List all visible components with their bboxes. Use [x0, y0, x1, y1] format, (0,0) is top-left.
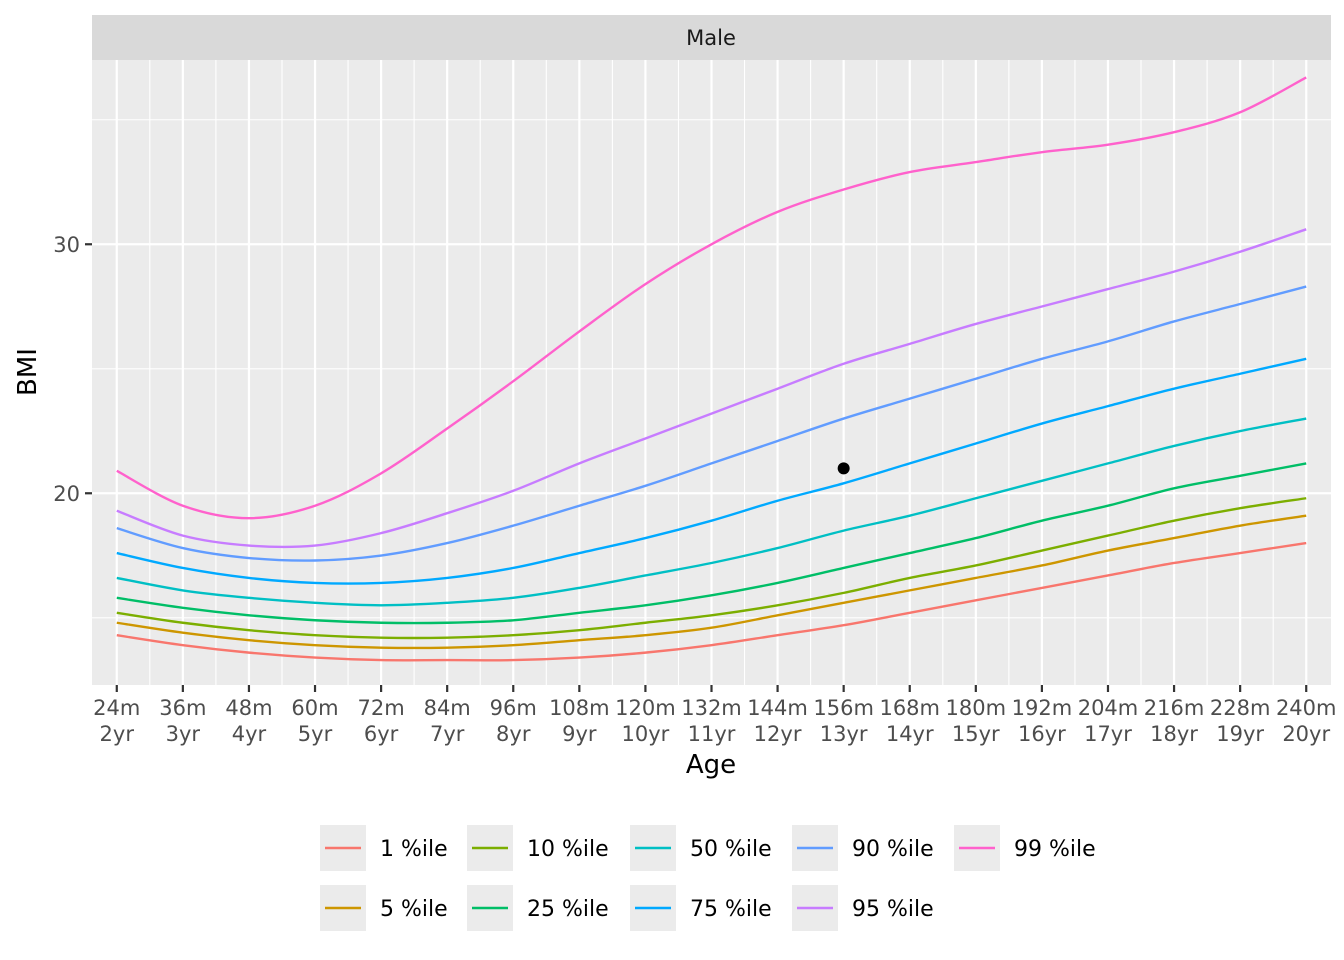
- y-tick-label: 30: [53, 233, 80, 257]
- minor-gridlines: [92, 60, 1331, 685]
- major-gridlines: [92, 60, 1331, 685]
- x-tick-label-years: 2yr: [100, 722, 135, 746]
- x-tick-label-months: 144m: [747, 696, 808, 720]
- legend-label: 75 %ile: [690, 897, 772, 922]
- x-tick-label-months: 228m: [1210, 696, 1271, 720]
- x-tick-label-months: 216m: [1144, 696, 1205, 720]
- x-tick-label-months: 48m: [225, 696, 272, 720]
- x-tick-label-months: 72m: [358, 696, 405, 720]
- x-tick-label-years: 12yr: [754, 722, 802, 746]
- x-tick-label-years: 19yr: [1216, 722, 1264, 746]
- legend-item-50-ile: 50 %ile: [630, 825, 772, 871]
- x-tick-label-years: 5yr: [298, 722, 333, 746]
- legend-label: 95 %ile: [852, 897, 934, 922]
- series-line-90-ile: [116, 285, 1307, 562]
- legend-label: 5 %ile: [380, 897, 448, 922]
- x-tick-label-years: 10yr: [622, 722, 670, 746]
- x-tick-label-months: 240m: [1276, 696, 1337, 720]
- series-line-10-ile: [116, 497, 1307, 640]
- x-tick-label-months: 204m: [1078, 696, 1139, 720]
- x-tick-label-years: 18yr: [1150, 722, 1198, 746]
- legend-label: 50 %ile: [690, 837, 772, 862]
- series-lines: [116, 76, 1307, 662]
- legend: 1 %ile 5 %ile 10 %ile 25 %ile 50 %ile 75 %ile…: [320, 825, 1096, 931]
- x-tick-label-years: 16yr: [1018, 722, 1066, 746]
- x-tick-label-months: 84m: [424, 696, 471, 720]
- x-tick-label-months: 192m: [1012, 696, 1073, 720]
- legend-item-95-ile: 95 %ile: [792, 885, 934, 931]
- x-tick-label-years: 3yr: [166, 722, 201, 746]
- x-tick-label-years: 20yr: [1282, 722, 1330, 746]
- y-tick-label: 20: [53, 482, 80, 506]
- series-line-95-ile: [116, 228, 1307, 549]
- series-line-25-ile: [116, 462, 1307, 625]
- x-tick-label-months: 180m: [946, 696, 1007, 720]
- x-tick-label-months: 60m: [291, 696, 338, 720]
- facet-label: Male: [686, 26, 736, 50]
- x-tick-label-years: 8yr: [496, 722, 531, 746]
- x-tick-label-years: 11yr: [688, 722, 736, 746]
- x-tick-label-months: 108m: [549, 696, 610, 720]
- legend-item-5-ile: 5 %ile: [320, 885, 448, 931]
- legend-item-90-ile: 90 %ile: [792, 825, 934, 871]
- legend-item-10-ile: 10 %ile: [467, 825, 609, 871]
- x-tick-label-months: 36m: [159, 696, 206, 720]
- x-axis-title: Age: [686, 750, 736, 780]
- x-tick-label-months: 24m: [93, 696, 140, 720]
- x-tick-label-months: 168m: [879, 696, 940, 720]
- x-tick-label-years: 7yr: [430, 722, 465, 746]
- x-tick-label-years: 6yr: [364, 722, 399, 746]
- data-point: [837, 462, 850, 475]
- legend-label: 10 %ile: [527, 837, 609, 862]
- legend-label: 99 %ile: [1014, 837, 1096, 862]
- legend-label: 25 %ile: [527, 897, 609, 922]
- x-tick-label-months: 132m: [681, 696, 742, 720]
- legend-label: 1 %ile: [380, 837, 448, 862]
- x-tick-label-years: 14yr: [886, 722, 934, 746]
- x-tick-label-months: 120m: [615, 696, 676, 720]
- legend-item-75-ile: 75 %ile: [630, 885, 772, 931]
- x-tick-label-years: 17yr: [1084, 722, 1132, 746]
- series-line-50-ile: [116, 417, 1307, 607]
- facet-strip: [92, 15, 1331, 60]
- series-line-75-ile: [116, 357, 1307, 585]
- x-tick-label-years: 4yr: [232, 722, 267, 746]
- legend-item-1-ile: 1 %ile: [320, 825, 448, 871]
- x-tick-label-years: 15yr: [952, 722, 1000, 746]
- legend-item-99-ile: 99 %ile: [954, 825, 1096, 871]
- series-line-5-ile: [116, 514, 1307, 650]
- x-tick-label-years: 13yr: [820, 722, 868, 746]
- x-tick-label-years: 9yr: [562, 722, 597, 746]
- y-axis-title: BMI: [13, 348, 43, 396]
- legend-label: 90 %ile: [852, 837, 934, 862]
- legend-item-25-ile: 25 %ile: [467, 885, 609, 931]
- series-line-1-ile: [116, 541, 1307, 662]
- series-line-99-ile: [116, 76, 1307, 520]
- x-tick-label-months: 96m: [490, 696, 537, 720]
- x-tick-label-months: 156m: [813, 696, 874, 720]
- data-points: [837, 462, 850, 475]
